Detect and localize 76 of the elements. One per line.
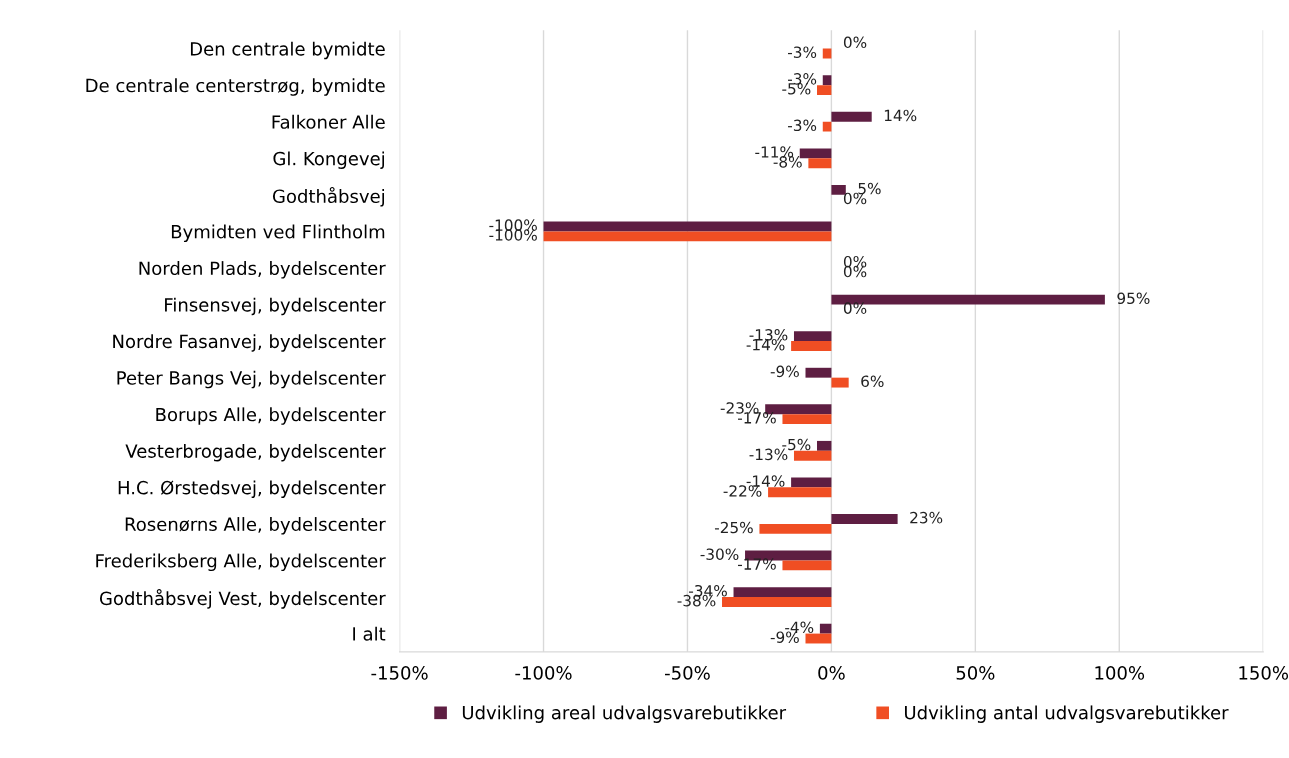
bar — [782, 560, 832, 571]
bar — [793, 331, 832, 342]
y-tick-label: Falkoner Alle — [272, 114, 385, 129]
data-label: -17% — [737, 558, 776, 570]
data-label: -9% — [770, 631, 799, 643]
y-tick-label: Godthåbsvej Vest, bydelscenter — [99, 589, 386, 609]
x-tick-label: 0% — [818, 666, 845, 680]
bar — [791, 341, 832, 351]
y-tick-label: H.C. Ørstedsvej, bydelscenter — [118, 480, 386, 498]
x-tick-label: 150% — [1239, 666, 1289, 680]
data-label: -23% — [720, 402, 759, 414]
x-tick-label: -100% — [515, 666, 572, 680]
bar — [831, 514, 898, 524]
bar — [831, 111, 872, 122]
data-label: -13% — [749, 329, 788, 341]
y-tick-label: I alt — [353, 626, 386, 641]
y-tick-label: Peter Bangs Vej, bydelscenter — [117, 370, 386, 389]
data-label: -11% — [755, 146, 794, 158]
data-label: 23% — [910, 511, 943, 524]
y-tick-label: Finsensvej, bydelscenter — [165, 297, 386, 316]
y-tick-label: Rosenørns Alle, bydelscenter — [125, 517, 386, 535]
bar — [805, 633, 832, 644]
bar — [759, 523, 832, 534]
x-tick-label: 50% — [956, 666, 995, 680]
bar — [791, 477, 832, 488]
data-label: 14% — [884, 109, 917, 122]
bar — [805, 367, 832, 378]
bar — [817, 85, 832, 96]
bar — [768, 487, 832, 498]
bar — [817, 440, 832, 451]
data-label: -5% — [782, 82, 811, 95]
data-label: 95% — [1117, 292, 1150, 305]
bar — [782, 414, 832, 425]
bar — [543, 231, 832, 242]
data-label: -3% — [788, 73, 817, 85]
bar — [831, 377, 849, 388]
data-label: -100% — [489, 219, 537, 231]
bar — [793, 450, 832, 461]
y-tick-label: Gl. Kongevej — [273, 151, 385, 169]
y-tick-label: Den centrale bymidte — [190, 41, 385, 60]
data-label: -100% — [489, 229, 537, 241]
x-tick-label: 100% — [1095, 666, 1145, 680]
y-tick-label: Frederiksberg Alle, bydelscenter — [96, 553, 386, 572]
bar — [543, 221, 832, 232]
x-tick-label: -150% — [371, 666, 428, 680]
data-label: 0% — [843, 36, 867, 49]
y-tick-label: Bymidten ved Flintholm — [171, 224, 385, 243]
data-label: -14% — [746, 338, 785, 351]
bar — [822, 121, 832, 132]
data-label: 0% — [843, 302, 867, 314]
data-label: -3% — [788, 119, 817, 132]
y-tick-label: Vesterbrogade, bydelscenter — [125, 443, 386, 462]
data-label: -4% — [785, 621, 814, 634]
y-tick-label: Godthåbsvej — [272, 186, 385, 207]
data-label: -25% — [714, 521, 753, 534]
y-tick-label: Nordre Fasanvej, bydelscenter — [113, 334, 386, 352]
data-label: -3% — [788, 46, 817, 58]
data-label: -14% — [746, 475, 785, 487]
bar — [831, 184, 846, 195]
bar — [733, 587, 832, 598]
y-tick-label: Norden Plads, bydelscenter — [139, 261, 386, 279]
data-label: 6% — [861, 375, 884, 388]
y-tick-label: Borups Alle, bydelscenter — [156, 407, 386, 425]
x-tick-label: -50% — [665, 666, 710, 680]
data-label: -17% — [737, 412, 776, 424]
data-label: -30% — [700, 548, 739, 560]
bar — [822, 75, 832, 86]
legend-label: Udvikling antal udvalgsvarebutikker — [905, 705, 1229, 723]
bar — [722, 597, 832, 607]
bar — [808, 158, 832, 169]
data-label: -8% — [773, 156, 802, 168]
data-label: -9% — [770, 365, 799, 378]
data-label: -22% — [723, 485, 762, 497]
bar — [819, 623, 832, 634]
legend-label: Udvikling areal udvalgsvarebutikker — [462, 705, 787, 723]
y-tick-label: De centrale centerstrøg, bymidte — [86, 78, 385, 96]
